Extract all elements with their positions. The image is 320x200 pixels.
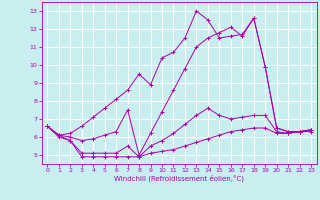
X-axis label: Windchill (Refroidissement éolien,°C): Windchill (Refroidissement éolien,°C) [114, 175, 244, 182]
